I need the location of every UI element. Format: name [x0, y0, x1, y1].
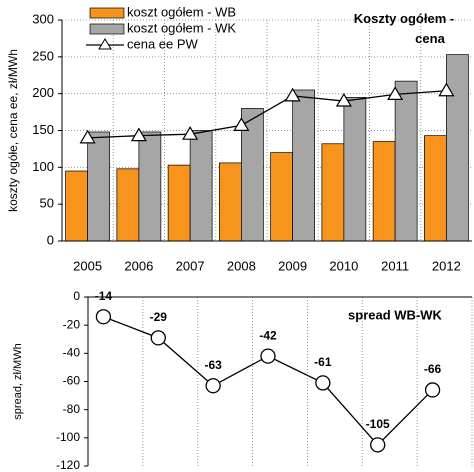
marker	[335, 92, 352, 107]
y-tick-label: 100	[32, 159, 54, 174]
bar	[270, 152, 293, 242]
bar	[138, 131, 162, 242]
data-label: -66	[424, 362, 442, 376]
x-tick-label: 2010	[329, 258, 358, 273]
x-tick-label: 2011	[381, 258, 409, 273]
marker	[79, 129, 96, 144]
marker	[150, 330, 166, 346]
chart-title: spread WB-WK	[348, 307, 443, 322]
chart-title: Koszty ogółem -cena	[354, 11, 454, 46]
bar	[189, 130, 213, 242]
marker	[315, 375, 331, 391]
legend-swatch	[89, 23, 125, 35]
bar	[372, 141, 396, 242]
y-tick-label: 150	[32, 122, 54, 137]
bar	[65, 170, 88, 242]
legend-marker	[98, 38, 112, 50]
marker	[370, 437, 386, 453]
x-tick-label: 2012	[432, 258, 461, 273]
data-label: -63	[204, 358, 222, 372]
bar	[321, 143, 345, 242]
marker	[260, 348, 276, 364]
y-tick-label: 0	[73, 289, 80, 303]
marker	[233, 117, 250, 131]
x-tick-label: 2008	[227, 258, 256, 273]
bar	[446, 54, 469, 242]
bar	[219, 162, 242, 242]
x-tick-label: 2007	[176, 258, 205, 273]
y-tick-label: 200	[32, 85, 54, 100]
marker	[95, 309, 112, 325]
marker	[438, 82, 455, 97]
data-label: -42	[259, 328, 277, 342]
legend-swatch	[89, 7, 125, 19]
y-tick-label: 0	[47, 232, 54, 247]
data-label: -61	[314, 355, 332, 369]
marker	[130, 127, 147, 142]
y-tick-label: -120	[56, 458, 80, 472]
bar	[424, 135, 447, 242]
y-tick-label: -20	[63, 317, 81, 331]
data-label: -29	[150, 310, 168, 324]
y-tick-label: -80	[63, 402, 81, 416]
y-axis-title: spread, zł/MWh	[12, 343, 24, 419]
bar	[116, 168, 140, 242]
bar	[87, 131, 110, 242]
marker	[205, 378, 221, 394]
marker	[284, 87, 301, 102]
y-tick-label: 250	[32, 48, 54, 63]
y-tick-label: 50	[40, 196, 54, 211]
legend-label: cena ee PW	[127, 36, 199, 51]
legend-label: koszt ogółem - WK	[127, 20, 236, 35]
legend-label: koszt ogółem - WB	[127, 4, 236, 19]
bar	[167, 164, 191, 242]
data-label: -105	[366, 417, 390, 431]
marker	[387, 86, 404, 101]
line	[87, 90, 447, 139]
y-tick-label: -40	[63, 346, 81, 360]
y-tick-label: -100	[56, 430, 80, 444]
bar	[343, 96, 367, 242]
y-axis-title: koszty ogółe, cena ee, zł/MWh	[6, 49, 20, 212]
x-tick-label: 2009	[278, 258, 307, 273]
marker	[182, 125, 199, 140]
y-tick-label: 300	[32, 11, 54, 26]
data-label: -14	[95, 289, 113, 303]
marker	[424, 382, 441, 398]
y-tick-label: -60	[63, 374, 81, 388]
bar	[394, 80, 418, 242]
bar	[292, 89, 315, 242]
x-tick-label: 2006	[124, 258, 153, 273]
x-tick-label: 2005	[73, 258, 102, 273]
